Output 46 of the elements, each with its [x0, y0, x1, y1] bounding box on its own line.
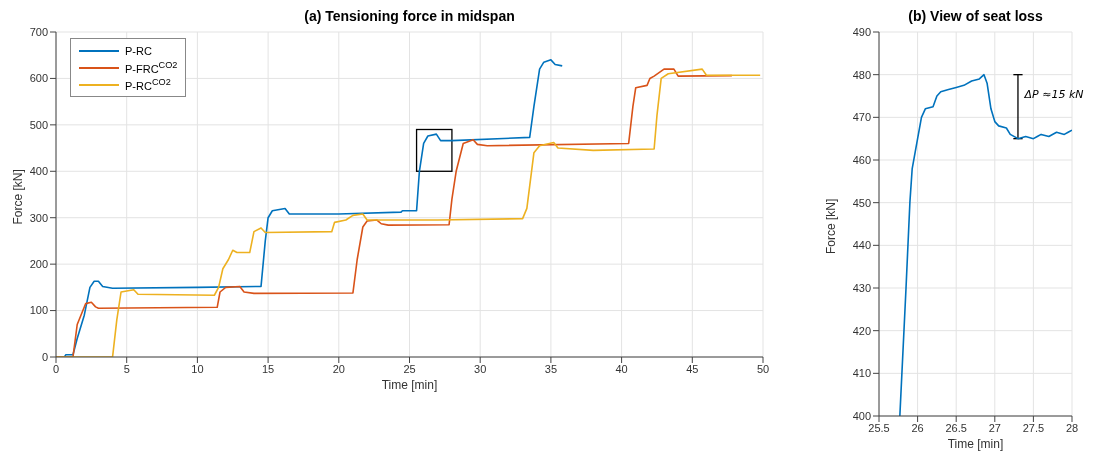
- y-tick-label: 200: [29, 258, 48, 271]
- y-tick-label: 470: [852, 111, 871, 124]
- x-tick-label: 26.5: [945, 421, 967, 434]
- legend-label: P-FRC$^{CO2}$: [125, 60, 178, 75]
- x-tick-label: 5: [123, 362, 130, 375]
- y-tick-label: 420: [852, 324, 871, 337]
- x-tick-label: 0: [52, 362, 60, 375]
- y-tick-label: 430: [852, 281, 871, 294]
- x-tick-label: 27.5: [1022, 421, 1045, 434]
- x-tick-label: 40: [615, 362, 628, 375]
- x-tick-label: 35: [544, 362, 558, 375]
- line-series: [63, 59, 564, 357]
- legend-label: P-RC: [125, 44, 152, 57]
- y-tick-label: 300: [29, 211, 48, 224]
- y-tick-label: 500: [29, 118, 48, 131]
- chart-title: (b) View of seat loss: [907, 8, 1044, 26]
- y-tick-label: 450: [852, 196, 871, 209]
- x-tick-label: 20: [332, 362, 345, 375]
- legend-label: P-RC$^{CO2}$: [125, 77, 171, 92]
- x-tick-label: 25.5: [868, 421, 890, 434]
- x-tick-label: 26: [911, 421, 924, 434]
- x-tick-label: 10: [191, 362, 204, 375]
- x-tick-label: 28: [1065, 421, 1079, 434]
- y-tick-label: 490: [852, 25, 871, 38]
- y-tick-label: 100: [29, 304, 48, 317]
- chart-title: (a) Tensioning force in midspan: [303, 8, 516, 26]
- x-axis-title: Time [min]: [947, 437, 1004, 451]
- y-tick-label: 600: [29, 72, 48, 85]
- y-tick-label: 400: [29, 165, 48, 178]
- y-tick-label: 0: [41, 350, 48, 363]
- annotation: ΔP ≈15 kN: [1023, 87, 1084, 101]
- x-tick-label: 50: [756, 362, 770, 375]
- y-axis-title: Force [kN]: [824, 198, 839, 254]
- y-tick-label: 400: [852, 409, 871, 422]
- y-tick-label: 440: [852, 239, 871, 252]
- x-axis-title: Time [min]: [381, 378, 438, 392]
- y-axis-title: Force [kN]: [11, 169, 26, 225]
- y-tick-label: 480: [852, 68, 871, 81]
- x-tick-label: 27: [988, 421, 1001, 434]
- y-tick-label: 460: [852, 153, 871, 166]
- x-tick-label: 30: [474, 362, 487, 375]
- x-tick-label: 15: [261, 362, 275, 375]
- x-tick-label: 25: [403, 362, 416, 375]
- x-tick-label: 45: [686, 362, 699, 375]
- y-tick-label: 700: [29, 25, 48, 38]
- y-tick-label: 410: [852, 367, 871, 380]
